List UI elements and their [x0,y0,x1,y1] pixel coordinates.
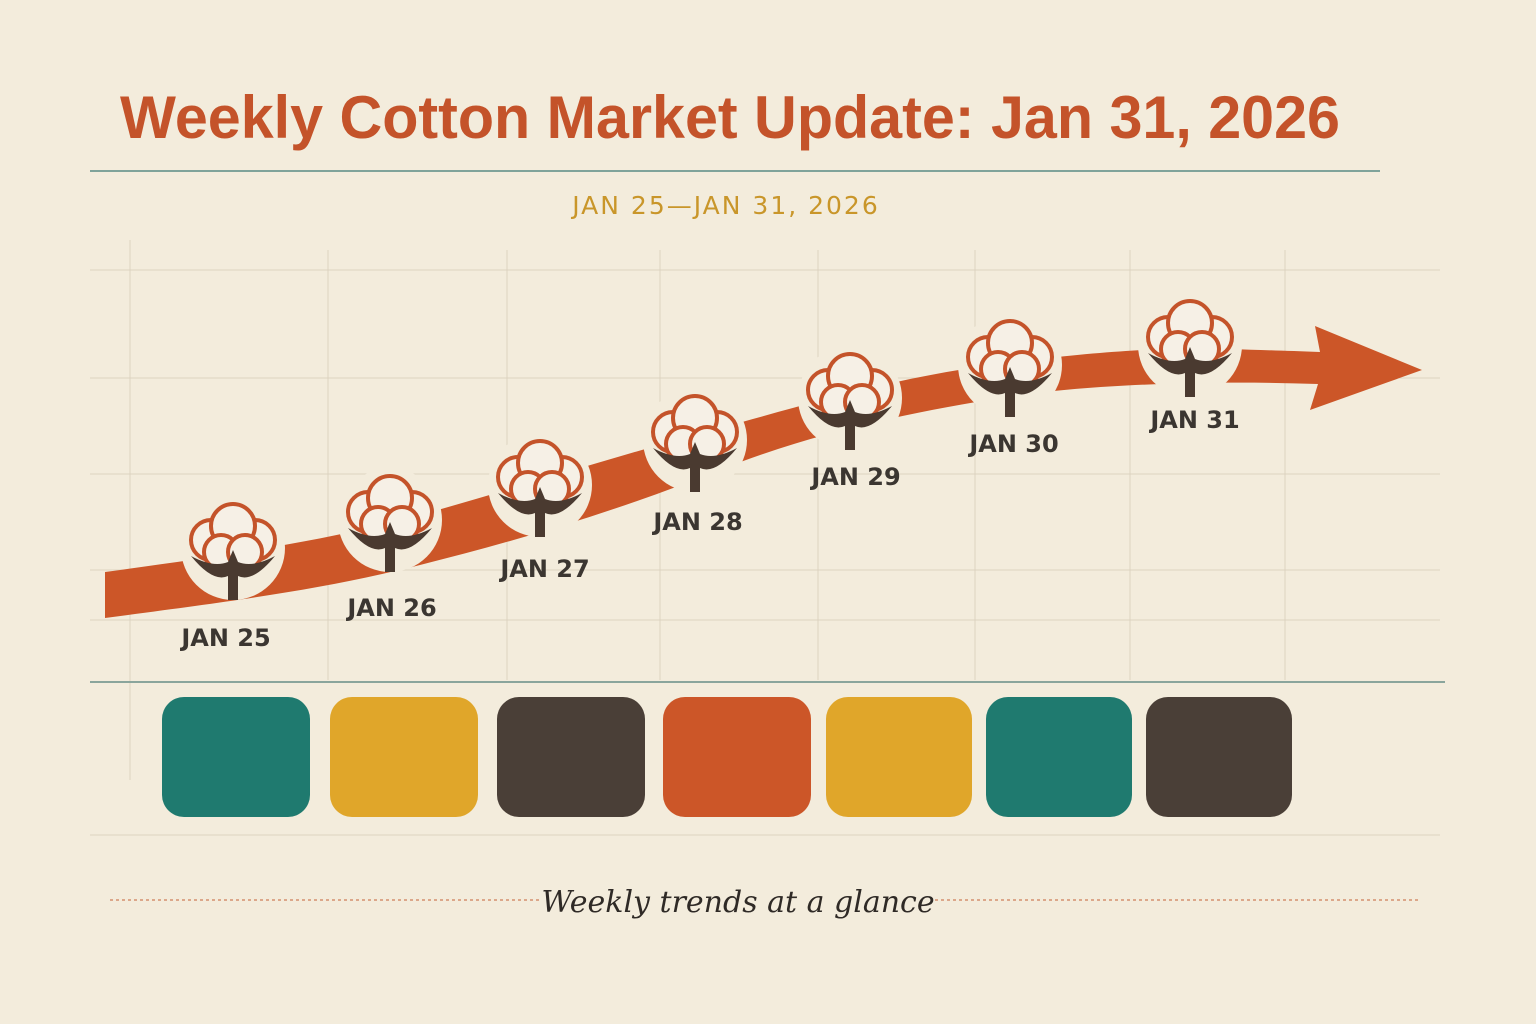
leaves [498,487,582,537]
date-label: JAN 30 [967,430,1058,458]
date-label: JAN 28 [651,508,742,536]
leaves [1148,347,1232,397]
date-label: JAN 25 [179,624,270,652]
date-labels: JAN 25 JAN 26 JAN 27 JAN 28 JAN 29 JAN 30 JAN … [179,406,1239,652]
date-label: JAN 31 [1148,406,1239,434]
cotton-icon [643,388,747,492]
leaves [653,442,737,492]
swatch [497,697,645,817]
leaves [348,522,432,572]
cotton-icons [181,293,1242,600]
leaves [968,367,1052,417]
date-label: JAN 26 [345,594,436,622]
cotton-icon [181,496,285,600]
caption: Weekly trends at a glance [541,885,934,920]
date-label: JAN 29 [809,463,900,491]
cotton-icon [488,433,592,537]
leaves [191,550,275,600]
swatches [162,697,1292,817]
cotton-icon [798,346,902,450]
leaves [808,400,892,450]
cotton-icon [1138,293,1242,397]
swatch [162,697,310,817]
swatch [663,697,811,817]
swatch [330,697,478,817]
subtitle: JAN 25—JAN 31, 2026 [570,191,880,220]
cotton-icon [338,468,442,572]
cotton-icon [958,313,1062,417]
swatch [826,697,972,817]
title: Weekly Cotton Market Update: Jan 31, 202… [120,84,1340,151]
swatch [1146,697,1292,817]
swatch [986,697,1132,817]
date-label: JAN 27 [498,555,589,583]
